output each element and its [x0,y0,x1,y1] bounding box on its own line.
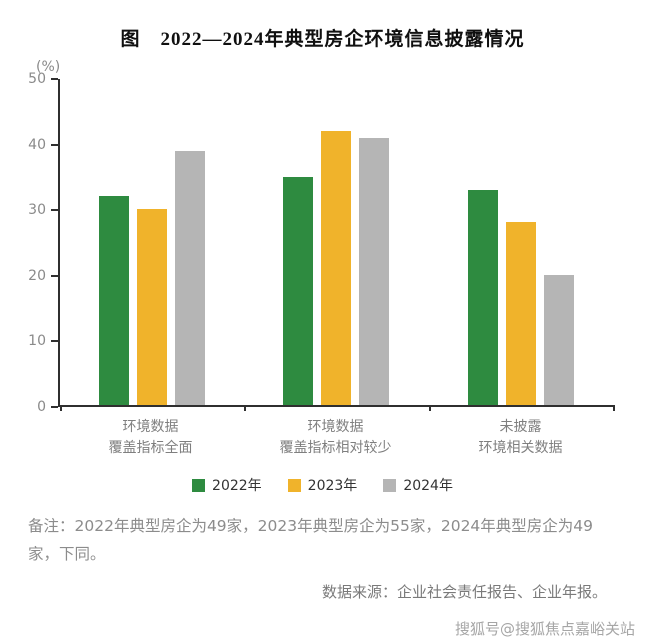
bar-2023年 [505,222,536,405]
legend-label: 2022年 [212,478,262,494]
watermark-text: 搜狐号@搜狐焦点嘉峪关站 [454,620,635,638]
x-axis-category-label: 环境数据 覆盖指标相对较少 [279,419,392,456]
legend-item-2022年: 2022年 [192,475,262,495]
y-tick-mark [51,406,58,408]
legend-item-2023年: 2023年 [287,475,358,495]
x-axis-category-label: 未披露 环境相关数据 [478,419,563,456]
legend-swatch-icon [383,478,397,492]
legend-label: 2023年 [307,478,358,494]
legend-swatch-icon [192,478,206,492]
bar-group [244,79,428,405]
chart-title: 图 2022—2024年典型房企环境信息披露情况 [120,29,525,50]
y-tick-label: 30 [28,202,46,219]
note-text: 备注：2022年典型房企为49家，2023年典型房企为55家，2024年典型房企… [28,517,594,563]
bar-2023年 [137,209,168,405]
bar-2022年 [467,189,498,405]
y-axis-unit-label: (%) [36,59,61,75]
x-tick-mark [60,405,62,411]
bar-2022年 [99,196,130,405]
y-tick-mark [51,143,58,146]
x-tick-mark [244,405,247,411]
legend-item-2024年: 2024年 [383,475,453,495]
bar-group [60,79,244,405]
x-tick-mark [613,405,615,411]
y-tick-label: 10 [28,333,46,350]
y-tick-label: 20 [28,267,46,284]
y-tick-mark [51,209,58,212]
x-axis-category-label: 环境数据 覆盖指标全面 [108,419,193,456]
y-tick-label: 50 [28,71,46,87]
legend-label: 2024年 [403,478,453,494]
legend: 2022年 2023年 2024年 [0,475,645,495]
y-tick-label: 40 [28,136,46,153]
y-tick-label: 0 [37,399,46,415]
y-tick-mark [51,78,58,80]
bar-2023年 [321,131,352,405]
data-source-text: 数据来源：企业社会责任报告、企业年报。 [321,582,607,601]
bar-2024年 [543,274,574,405]
bar-2022年 [283,176,314,405]
legend-swatch-icon [287,478,301,492]
y-tick-mark [51,274,58,277]
bar-group [429,79,613,405]
x-tick-mark [428,405,431,411]
plot-area [58,79,615,411]
bar-2024年 [359,137,390,405]
y-tick-mark [51,340,58,343]
bar-chart: 0 10 20 30 40 50 [28,72,615,414]
bar-2024年 [175,150,206,405]
x-axis-labels: 环境数据 覆盖指标全面 环境数据 覆盖指标相对较少 未披露 环境相关数据 [58,417,613,459]
